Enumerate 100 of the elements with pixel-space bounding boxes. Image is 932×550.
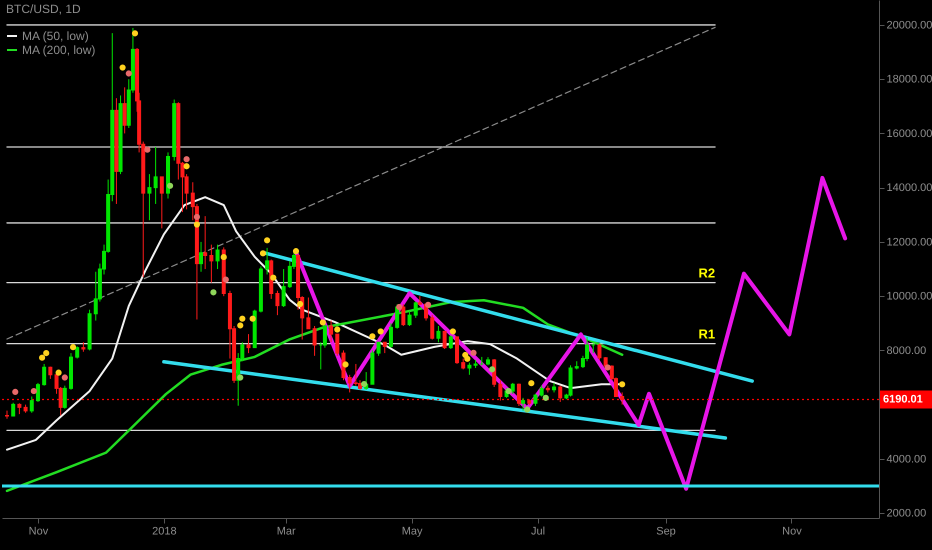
x-tick-label: Nov: [782, 526, 802, 538]
candlestick: [552, 382, 556, 393]
candlestick: [620, 392, 624, 406]
annotation: R1: [698, 326, 716, 342]
point: [239, 316, 246, 322]
x-tick-label: Jul: [530, 526, 546, 538]
point: [222, 276, 229, 283]
x-tick-label: Sep: [656, 526, 676, 538]
candlestick: [147, 174, 152, 221]
y-tick-label: 14000.00: [886, 182, 932, 194]
candlestick: [11, 402, 16, 418]
legend-label: MA (50, low): [22, 29, 89, 43]
candlestick: [17, 402, 22, 415]
point: [292, 248, 300, 254]
y-tick-label: 2000.00: [886, 508, 926, 520]
candlestick: [30, 396, 34, 414]
point: [378, 328, 384, 334]
y-tick-label: 8000.00: [886, 344, 926, 357]
point: [144, 146, 150, 153]
point: [120, 64, 126, 71]
point: [361, 380, 368, 388]
point: [62, 374, 68, 381]
candlestick: [62, 385, 67, 410]
candlestick: [408, 310, 412, 326]
ref-line-label: 6190.01: [883, 393, 923, 406]
point: [184, 156, 190, 162]
line-series: [294, 176, 848, 491]
point: [464, 356, 470, 362]
candlestick: [516, 382, 521, 406]
candlestick: [275, 290, 280, 316]
point: [132, 30, 138, 36]
y-tick-label: 4000.00: [886, 453, 926, 466]
candlestick: [48, 366, 52, 380]
point: [166, 182, 174, 189]
candlestick: [329, 320, 334, 343]
point: [237, 374, 244, 381]
point: [43, 350, 50, 356]
point: [489, 366, 496, 372]
y-tick-label: 18000.00: [886, 74, 932, 86]
candlestick: [597, 343, 602, 360]
point: [334, 326, 340, 333]
x-tick-label: 2018: [152, 526, 177, 538]
y-tick-label: 20000.00: [886, 19, 932, 32]
point: [56, 370, 62, 376]
annotation: R2: [698, 266, 716, 281]
point: [260, 250, 266, 256]
candlestick: [312, 325, 317, 356]
point: [270, 274, 276, 281]
candlestick: [154, 146, 158, 204]
point: [528, 380, 534, 386]
y-tick-label: 10000.00: [886, 290, 932, 303]
candlestick: [558, 385, 562, 402]
point: [210, 289, 217, 296]
candlestick: [75, 346, 80, 360]
point: [524, 406, 530, 413]
candlestick: [282, 268, 286, 308]
point: [506, 388, 512, 394]
candlestick: [442, 330, 447, 350]
point: [30, 388, 37, 394]
point: [342, 361, 349, 368]
candlestick: [209, 244, 214, 284]
point: [194, 221, 200, 228]
candlestick: [461, 358, 466, 370]
point: [619, 381, 626, 388]
candlestick: [414, 301, 418, 318]
candlestick: [42, 363, 46, 386]
point: [194, 214, 200, 220]
candlestick: [395, 304, 400, 330]
candlestick: [199, 241, 204, 272]
point: [39, 354, 46, 361]
point: [450, 328, 456, 334]
point: [184, 163, 190, 170]
candlestick: [246, 334, 251, 354]
candlestick: [348, 374, 352, 393]
candlestick: [388, 322, 393, 348]
candlestick: [81, 342, 86, 352]
point: [70, 344, 76, 350]
point: [297, 300, 304, 308]
x-tick-label: Mar: [276, 526, 296, 538]
candlestick: [122, 86, 127, 134]
candlestick: [382, 342, 387, 354]
candlestick: [160, 176, 164, 229]
y-tick-label: 16000.00: [886, 128, 932, 140]
candlestick: [510, 382, 515, 394]
point: [396, 304, 402, 310]
point: [425, 302, 432, 308]
candlestick: [306, 297, 310, 330]
candlestick: [540, 385, 544, 397]
point: [470, 350, 477, 356]
candlestick: [401, 304, 406, 326]
point: [12, 388, 18, 395]
candlestick: [354, 363, 358, 386]
candlestick: [533, 393, 538, 406]
point: [542, 394, 549, 401]
candlestick: [436, 325, 440, 343]
point: [126, 70, 132, 77]
x-tick-label: Nov: [28, 526, 49, 538]
candlestick: [216, 244, 220, 270]
candlestick: [265, 247, 270, 275]
point: [264, 237, 270, 244]
